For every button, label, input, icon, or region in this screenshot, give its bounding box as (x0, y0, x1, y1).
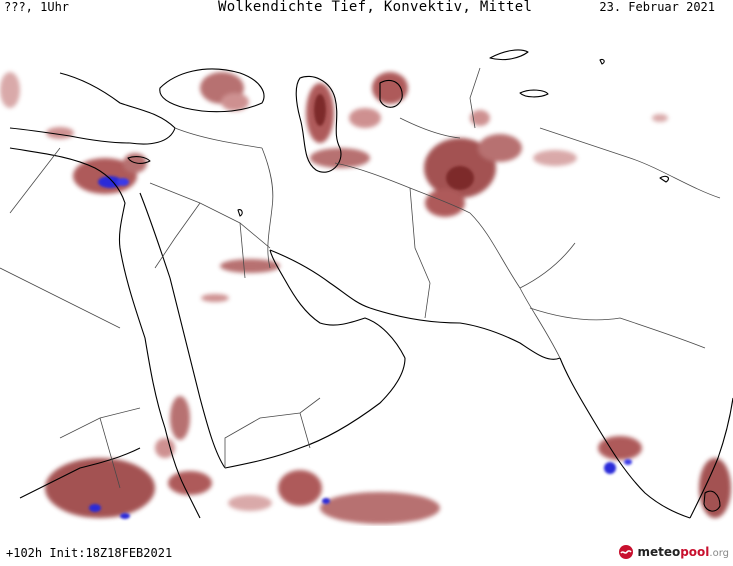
brand-name-main: meteo (637, 545, 681, 559)
brand-name: meteopool.org (637, 545, 729, 559)
brand-logo[interactable]: meteopool.org (618, 542, 729, 562)
brand-name-accent: pool (680, 545, 710, 559)
country-borders (0, 67, 721, 489)
header-left-label: ???, 1Uhr (4, 0, 70, 14)
header-date: 23. Februar 2021 (599, 0, 715, 14)
meteopool-logo-icon (619, 545, 634, 559)
coastlines (9, 49, 733, 519)
map-title: Wolkendichte Tief, Konvektiv, Mittel (218, 0, 533, 15)
brand-tld: .org (709, 548, 729, 559)
cloud-layer (0, 72, 731, 524)
weather-map (0, 18, 733, 526)
forecast-init-label: +102h Init:18Z18FEB2021 (6, 546, 173, 560)
